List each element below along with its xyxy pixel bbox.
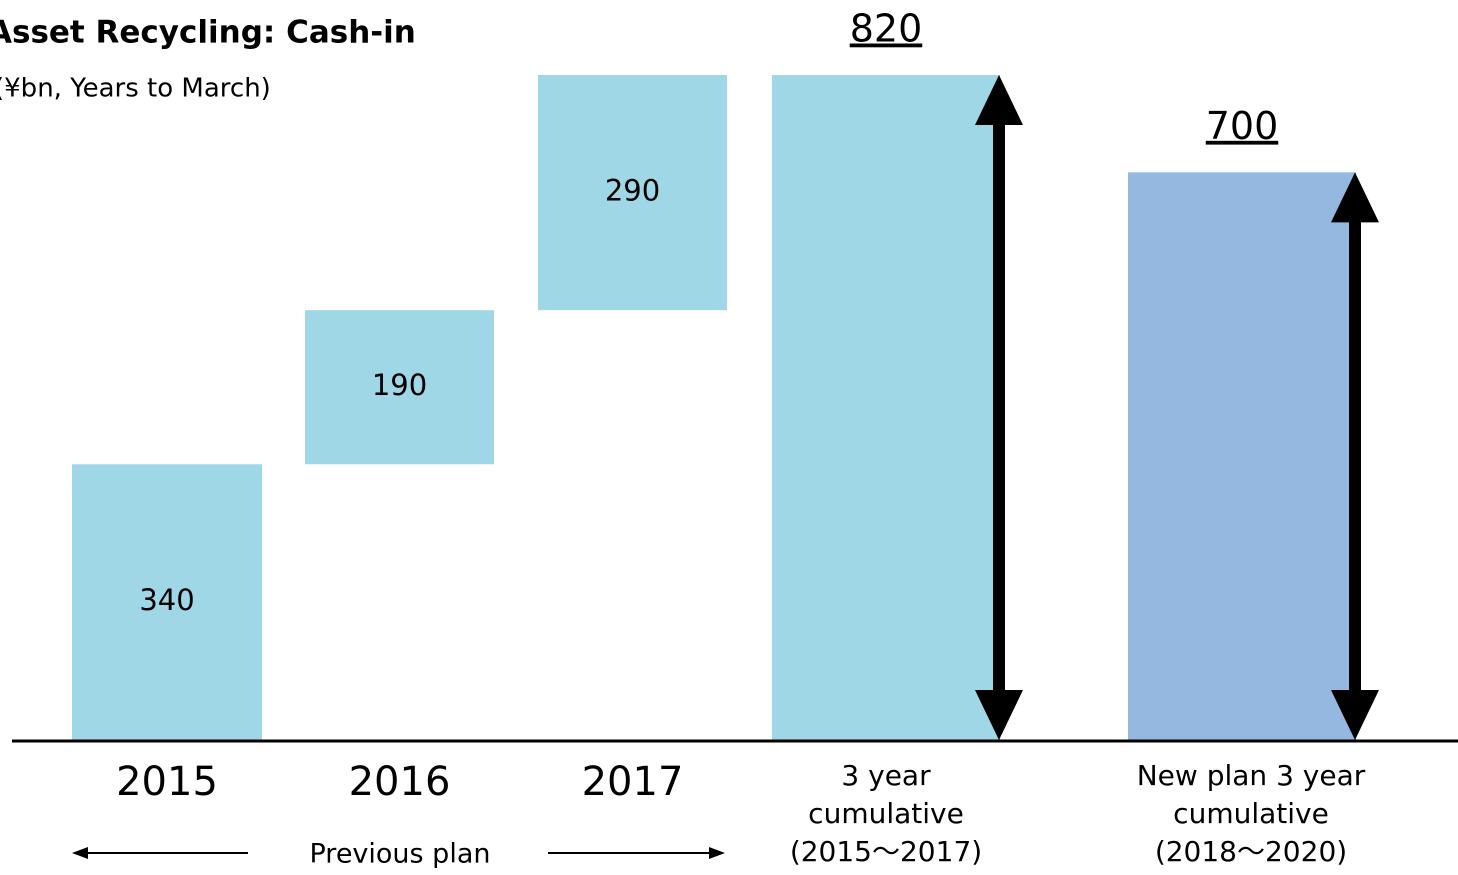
x-tick-label: cumulative bbox=[1173, 797, 1329, 830]
arrow-head bbox=[1331, 690, 1379, 740]
x-tick-label: 3 year bbox=[841, 759, 931, 792]
bar bbox=[538, 75, 727, 311]
chart-title: Asset Recycling: Cash-in bbox=[0, 15, 416, 51]
bar bbox=[72, 464, 262, 740]
x-tick-label: (2018～2020) bbox=[1155, 835, 1347, 868]
bar bbox=[305, 310, 494, 465]
x-tick-label: cumulative bbox=[808, 797, 964, 830]
value-label: 190 bbox=[372, 368, 427, 402]
previous-plan-arrows bbox=[72, 847, 725, 859]
bar bbox=[772, 75, 1000, 740]
arrow-head bbox=[1331, 172, 1379, 223]
x-tick-label: (2015～2017) bbox=[790, 835, 982, 868]
annotation: Previous plan bbox=[310, 839, 491, 870]
x-tick-label: 2017 bbox=[582, 759, 684, 805]
value-label: 340 bbox=[139, 583, 194, 617]
arrow-head bbox=[975, 75, 1023, 125]
value-label: 820 bbox=[850, 7, 923, 51]
value-label: 290 bbox=[605, 174, 660, 208]
bar bbox=[1128, 172, 1356, 740]
x-tick-label: New plan 3 year bbox=[1137, 759, 1366, 792]
x-tick-label: 2016 bbox=[349, 759, 451, 805]
chart-subtitle: (¥bn, Years to March) bbox=[0, 74, 271, 104]
x-tick-label: 2015 bbox=[116, 759, 218, 805]
arrow-head bbox=[975, 690, 1023, 740]
value-label: 700 bbox=[1206, 104, 1279, 148]
